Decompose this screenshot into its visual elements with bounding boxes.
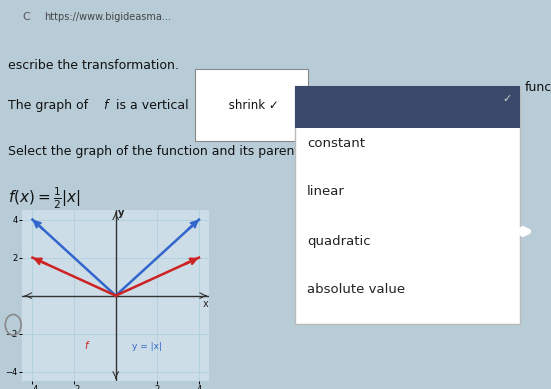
Text: y = |x|: y = |x| (132, 342, 163, 351)
Text: shrink ✓: shrink ✓ (225, 99, 279, 112)
Text: linear: linear (307, 185, 345, 198)
Text: is a vertical: is a vertical (112, 99, 188, 112)
Text: The graph of: The graph of (8, 99, 92, 112)
Text: absolute value: absolute value (307, 283, 405, 296)
Bar (295, 86, 520, 128)
Text: y: y (118, 208, 124, 218)
Text: C: C (22, 12, 30, 22)
Text: f: f (84, 341, 88, 351)
Text: constant: constant (307, 137, 365, 151)
Text: x: x (202, 299, 208, 309)
Text: $f(x)=\frac{1}{2}|x|$: $f(x)=\frac{1}{2}|x|$ (8, 185, 81, 211)
Bar (295, 86, 520, 324)
Text: f: f (103, 99, 107, 112)
Text: escribe the transformation.: escribe the transformation. (8, 59, 179, 72)
Text: https://www.bigideasma...: https://www.bigideasma... (44, 12, 171, 22)
Text: ✓: ✓ (502, 94, 511, 104)
Text: of the parent: of the parent (295, 99, 381, 112)
Text: quadratic: quadratic (307, 235, 371, 248)
Text: Select the graph of the function and its parent functi: Select the graph of the function and its… (8, 145, 339, 158)
Text: function.: function. (525, 81, 551, 94)
